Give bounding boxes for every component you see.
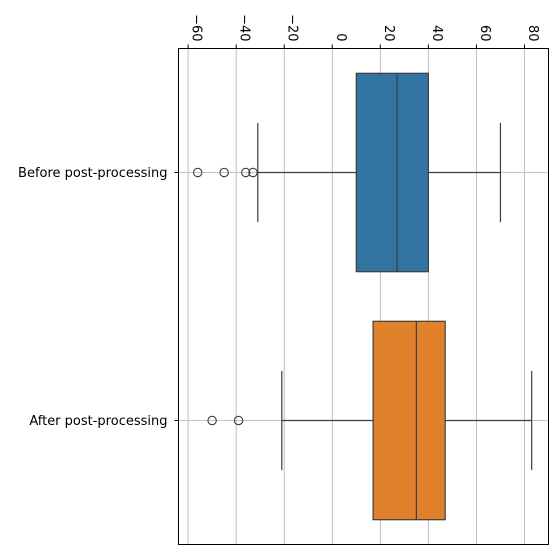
x-tick-label: −20 (285, 14, 300, 41)
outlier-point (233, 415, 244, 426)
x-tick-label: −40 (237, 14, 252, 41)
box-group (192, 72, 502, 273)
y-axis: Before post-processing After post-process… (18, 166, 179, 429)
x-tick-label: 20 (381, 25, 396, 42)
x-tick-label: 40 (429, 25, 444, 42)
category-label: After post-processing (29, 414, 167, 429)
outlier-point (207, 415, 217, 426)
box-plot-series (192, 72, 533, 521)
x-tick-label: 0 (333, 33, 348, 41)
box-group (207, 320, 533, 521)
category-label: Before post-processing (18, 166, 167, 181)
outlier-point (219, 167, 229, 178)
x-axis: −60 −40 −20 0 20 40 60 80 (187, 14, 540, 49)
outlier-point (248, 167, 258, 178)
iqr-box (372, 320, 446, 521)
outlier-point (192, 167, 203, 178)
x-tick-label: 60 (477, 25, 492, 42)
iqr-box (355, 72, 429, 273)
x-tick-label: −60 (189, 14, 204, 41)
outlier-point (241, 167, 251, 178)
plot-area-frame (178, 48, 549, 545)
x-tick-label: 80 (525, 25, 540, 42)
